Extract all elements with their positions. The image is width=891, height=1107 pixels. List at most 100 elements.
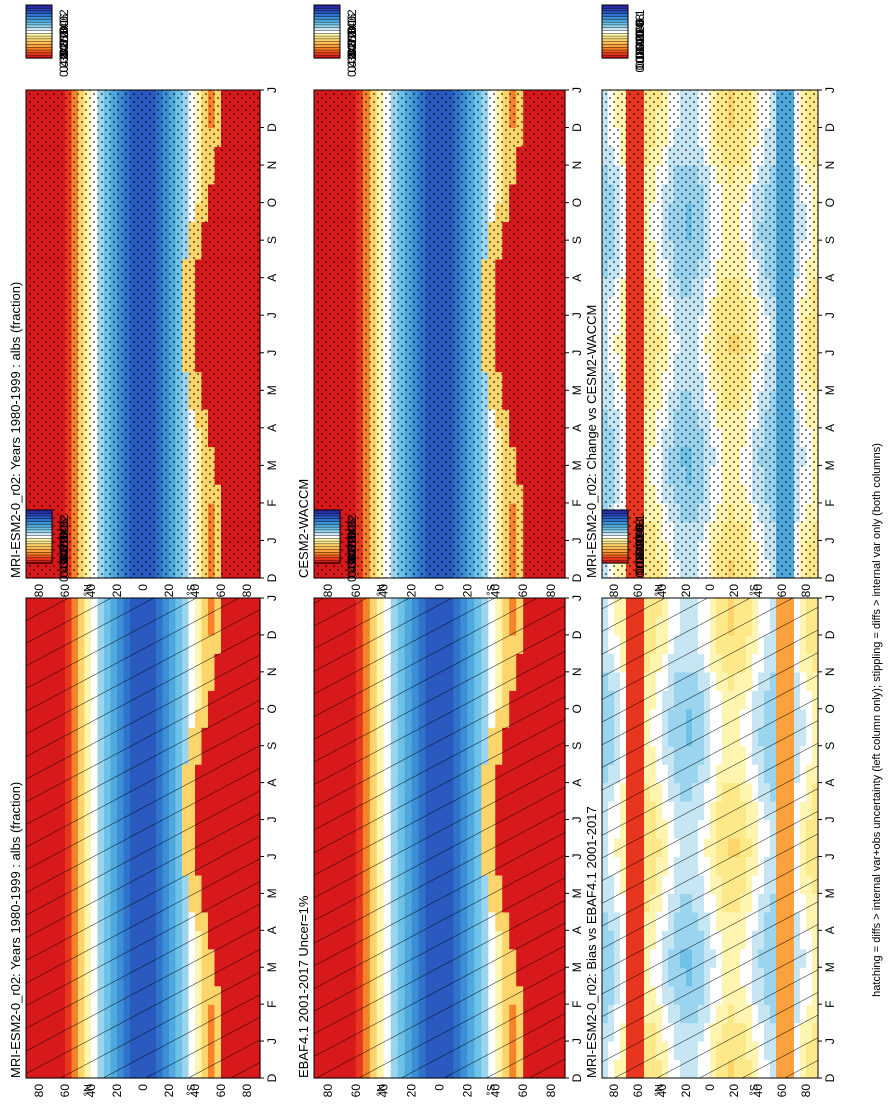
y-tick-label: 60 bbox=[58, 584, 72, 598]
y-tick-label: 40 bbox=[655, 584, 669, 598]
x-tick-label: S bbox=[570, 742, 584, 750]
x-tick-label: D bbox=[265, 123, 279, 132]
x-tick-label: F bbox=[265, 499, 279, 506]
y-tick-label: 20 bbox=[460, 584, 474, 598]
y-tick-label: 80 bbox=[799, 584, 813, 598]
x-tick-label: F bbox=[570, 1000, 584, 1007]
panel-frame bbox=[313, 597, 566, 1079]
x-tick-label: A bbox=[570, 926, 584, 934]
x-tick-label: N bbox=[823, 161, 837, 170]
hatching-overlay bbox=[26, 598, 260, 1078]
x-tick-label: A bbox=[823, 274, 837, 282]
x-tick-label: S bbox=[823, 236, 837, 244]
chart-panel: 80 60 40 20 0 20 40 60 80°N °SDJFMAMJJASONDJCESM2… bbox=[296, 87, 584, 597]
panel-title: CESM2-WACCM bbox=[296, 479, 311, 578]
x-tick-label: S bbox=[265, 236, 279, 244]
x-tick-label: J bbox=[570, 350, 584, 356]
chart-panel: 80 60 40 20 0 20 40 60 80°N °SDJFMAMJJASONDJEBAF4… bbox=[296, 595, 584, 1097]
y-label-north: °N bbox=[653, 584, 665, 596]
x-tick-label: J bbox=[570, 537, 584, 543]
y-tick-label: 60 bbox=[631, 584, 645, 598]
y-tick-label: 80 bbox=[321, 584, 335, 598]
y-tick-label: 0 bbox=[703, 584, 717, 591]
y-tick-label: 40 bbox=[488, 1084, 502, 1098]
y-tick-label: 40 bbox=[377, 584, 391, 598]
stippling-overlay bbox=[26, 90, 260, 578]
y-tick-label: 80 bbox=[544, 1084, 558, 1098]
x-tick-label: J bbox=[823, 312, 837, 318]
y-tick-label: 20 bbox=[460, 1084, 474, 1098]
y-label-south: °S bbox=[185, 1084, 197, 1096]
y-tick-label: 0 bbox=[136, 1084, 150, 1091]
y-tick-label: 40 bbox=[188, 1084, 202, 1098]
y-tick-label: 60 bbox=[214, 584, 228, 598]
y-tick-label: 20 bbox=[679, 584, 693, 598]
x-tick-label: M bbox=[570, 385, 584, 395]
y-label-south: °S bbox=[749, 584, 761, 596]
panel-frame bbox=[25, 597, 261, 1079]
x-tick-label: A bbox=[570, 424, 584, 432]
stippling-overlay bbox=[314, 90, 565, 578]
y-tick-label: 40 bbox=[751, 584, 765, 598]
x-tick-label: J bbox=[265, 537, 279, 543]
x-tick-label: D bbox=[570, 573, 584, 582]
x-tick-label: A bbox=[823, 424, 837, 432]
y-tick-label: 40 bbox=[84, 1084, 98, 1098]
chart-panel: 80 60 40 20 0 20 40 60 80°N °SDJFMAMJJASONDJMRI-E… bbox=[584, 595, 837, 1097]
x-tick-label: J bbox=[570, 312, 584, 318]
y-tick-label: 60 bbox=[349, 1084, 363, 1098]
x-tick-label: J bbox=[265, 312, 279, 318]
panel-title: MRI-ESM2-0_r02: Change vs CESM2-WACCM bbox=[584, 305, 599, 578]
panel-frame bbox=[601, 89, 819, 579]
x-tick-label: O bbox=[570, 198, 584, 207]
chart-panel: 80 60 40 20 0 20 40 60 80°N °SDJFMAMJJASONDJMRI-E… bbox=[8, 595, 279, 1097]
x-tick-label: M bbox=[823, 460, 837, 470]
y-tick-label: 60 bbox=[214, 1084, 228, 1098]
y-tick-label: 60 bbox=[516, 1084, 530, 1098]
y-tick-label: 20 bbox=[405, 584, 419, 598]
y-tick-label: 60 bbox=[58, 1084, 72, 1098]
x-tick-label: O bbox=[570, 704, 584, 713]
panel-title: EBAF4.1 2001-2017 Uncer=1% bbox=[296, 895, 311, 1078]
y-tick-label: 20 bbox=[162, 584, 176, 598]
x-tick-label: O bbox=[265, 198, 279, 207]
y-tick-label: 20 bbox=[727, 584, 741, 598]
x-tick-label: J bbox=[570, 1038, 584, 1044]
y-tick-label: 20 bbox=[162, 1084, 176, 1098]
x-tick-label: F bbox=[265, 1000, 279, 1007]
y-tick-label: 40 bbox=[377, 1084, 391, 1098]
x-tick-label: M bbox=[570, 888, 584, 898]
x-tick-label: J bbox=[570, 87, 584, 93]
y-tick-label: 80 bbox=[32, 1084, 46, 1098]
x-tick-label: J bbox=[823, 87, 837, 93]
x-tick-label: S bbox=[265, 742, 279, 750]
y-tick-label: 40 bbox=[488, 584, 502, 598]
x-tick-label: M bbox=[265, 385, 279, 395]
x-tick-label: S bbox=[570, 236, 584, 244]
y-tick-label: 80 bbox=[321, 1084, 335, 1098]
x-tick-label: J bbox=[823, 350, 837, 356]
x-tick-label: M bbox=[570, 962, 584, 972]
x-tick-label: J bbox=[265, 1038, 279, 1044]
x-tick-label: D bbox=[570, 1073, 584, 1082]
y-label-south: °S bbox=[486, 1084, 498, 1096]
y-tick-label: 60 bbox=[516, 584, 530, 598]
x-tick-label: N bbox=[265, 161, 279, 170]
x-tick-label: A bbox=[570, 274, 584, 282]
x-tick-label: D bbox=[823, 573, 837, 582]
y-label-south: °S bbox=[486, 584, 498, 596]
x-tick-label: O bbox=[823, 198, 837, 207]
y-tick-label: 40 bbox=[188, 584, 202, 598]
x-tick-label: D bbox=[265, 573, 279, 582]
x-tick-label: N bbox=[570, 161, 584, 170]
stippling-overlay bbox=[602, 90, 818, 578]
y-label-south: °S bbox=[185, 584, 197, 596]
x-tick-label: F bbox=[823, 499, 837, 506]
x-tick-label: F bbox=[570, 499, 584, 506]
y-tick-label: 80 bbox=[32, 584, 46, 598]
x-tick-label: D bbox=[265, 1073, 279, 1082]
y-tick-label: 20 bbox=[405, 1084, 419, 1098]
y-tick-label: 80 bbox=[607, 584, 621, 598]
x-tick-label: A bbox=[265, 779, 279, 787]
